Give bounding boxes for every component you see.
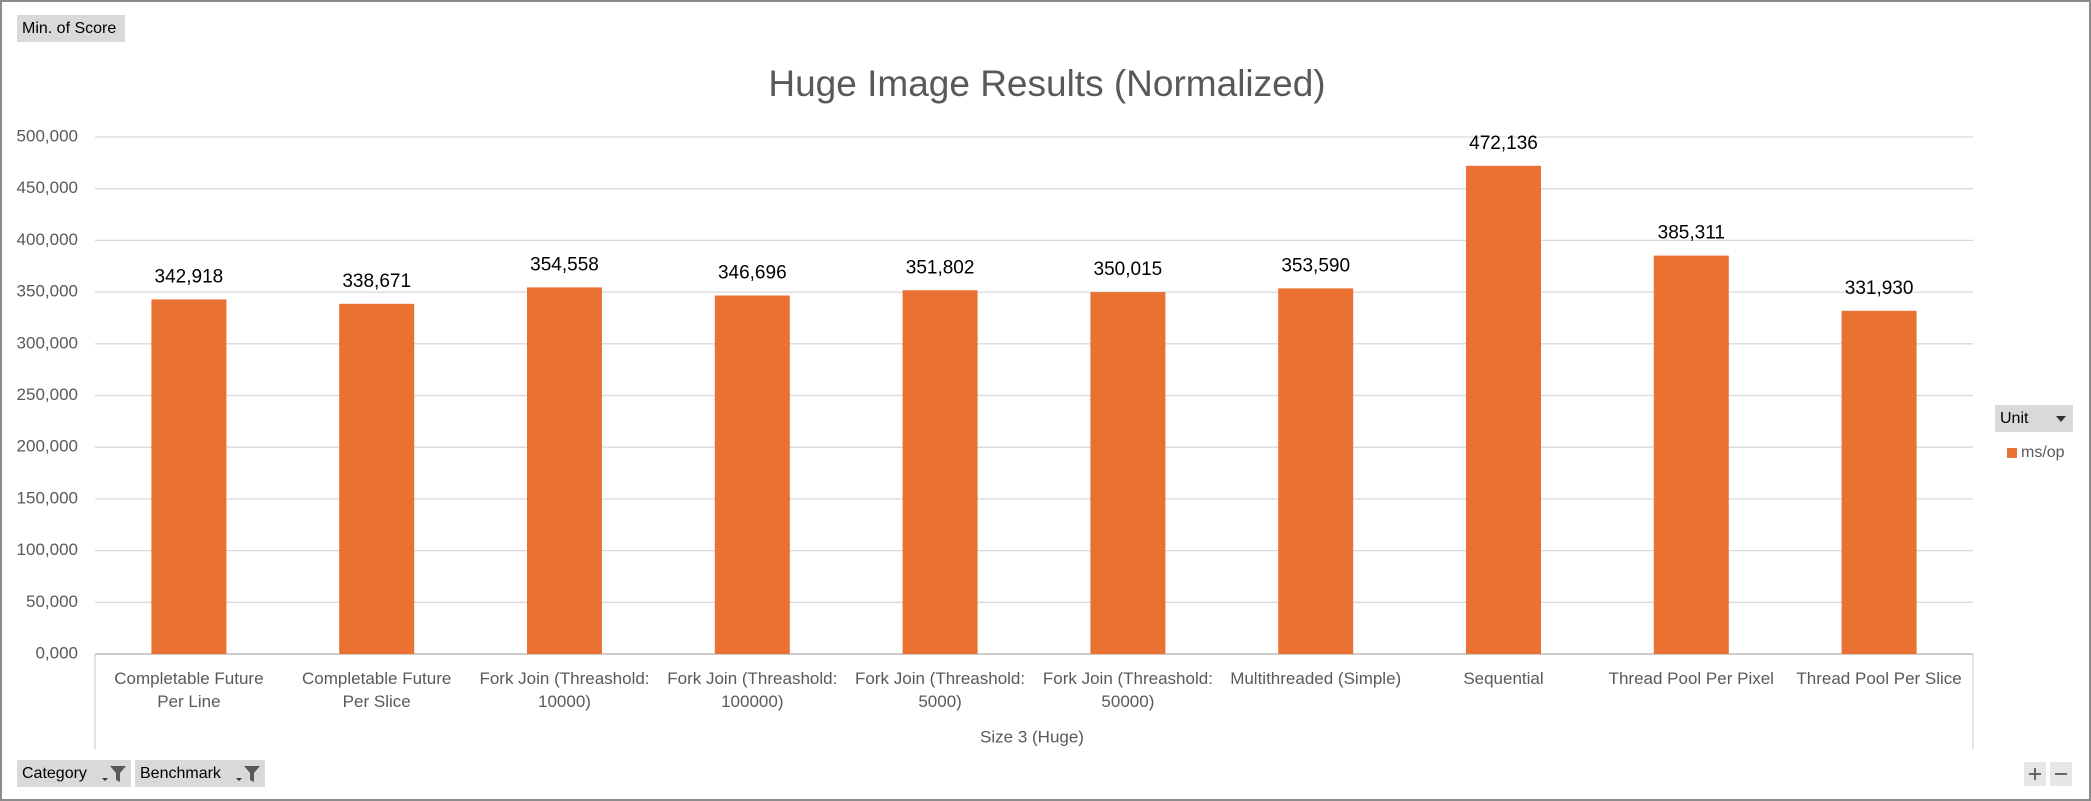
data-label: 346,696 xyxy=(718,263,787,284)
y-tick-label: 400,000 xyxy=(17,230,78,249)
bar xyxy=(1090,292,1166,654)
y-tick-label: 500,000 xyxy=(17,126,78,145)
y-tick-label: 300,000 xyxy=(17,333,78,352)
legend-label: ms/op xyxy=(2021,444,2065,461)
bar xyxy=(151,299,227,654)
data-label: 351,802 xyxy=(906,257,975,278)
filter-button-label: Benchmark xyxy=(140,765,221,782)
x-tick-label: Multithreaded (Simple) xyxy=(1230,669,1402,688)
y-tick-label: 0,000 xyxy=(35,643,78,662)
y-tick-label: 250,000 xyxy=(17,385,78,404)
x-tick-label: Fork Join (Threashold: 50000) xyxy=(1042,669,1213,711)
legend-swatch xyxy=(2007,448,2017,458)
filter-button[interactable]: Benchmark xyxy=(135,760,265,787)
x-tick-label: Sequential xyxy=(1463,669,1544,688)
x-tick-label: Thread Pool Per Slice xyxy=(1796,669,1962,688)
x-tick-label: Completable Future Per Slice xyxy=(302,669,452,711)
bar xyxy=(1653,255,1729,654)
bar xyxy=(902,290,978,654)
legend-title: Unit xyxy=(2000,410,2029,427)
data-label: 338,671 xyxy=(342,271,411,292)
chart-title: Huge Image Results (Normalized) xyxy=(768,63,1325,104)
plus-icon xyxy=(2029,768,2041,780)
bar xyxy=(1278,288,1354,654)
y-tick-label: 350,000 xyxy=(17,282,78,301)
data-label: 350,015 xyxy=(1094,259,1163,280)
data-label: 354,558 xyxy=(530,254,599,275)
data-label: 331,930 xyxy=(1845,278,1914,299)
legend-field-button[interactable]: Unit xyxy=(1995,405,2073,432)
x-tick-label: Fork Join (Threashold: 100000) xyxy=(667,669,838,711)
y-tick-label: 200,000 xyxy=(17,437,78,456)
bar xyxy=(339,303,415,654)
filter-button[interactable]: Category xyxy=(17,760,131,787)
y-tick-label: 100,000 xyxy=(17,540,78,559)
x-tick-label: Fork Join (Threashold: 10000) xyxy=(479,669,650,711)
data-label: 472,136 xyxy=(1469,133,1538,154)
y-tick-label: 450,000 xyxy=(17,178,78,197)
bar xyxy=(1841,310,1917,654)
x-group-label: Size 3 (Huge) xyxy=(980,727,1084,746)
field-button[interactable]: Min. of Score xyxy=(17,15,125,42)
y-tick-label: 50,000 xyxy=(26,592,78,611)
dropdown-icon xyxy=(2056,416,2066,422)
bar xyxy=(527,287,602,654)
bar xyxy=(714,295,790,654)
y-tick-label: 150,000 xyxy=(17,488,78,507)
filter-icon xyxy=(102,766,126,782)
filter-icon xyxy=(236,766,260,782)
data-label: 342,918 xyxy=(155,266,224,287)
x-tick-label: Thread Pool Per Pixel xyxy=(1608,669,1774,688)
plus-minus[interactable] xyxy=(2024,762,2072,786)
x-tick-label: Fork Join (Threashold: 5000) xyxy=(855,669,1026,711)
data-label: 385,311 xyxy=(1658,223,1725,244)
bar xyxy=(1466,165,1541,654)
x-tick-label: Completable Future Per Line xyxy=(114,669,264,711)
data-label: 353,590 xyxy=(1281,255,1350,276)
filter-button-label: Category xyxy=(22,765,87,782)
